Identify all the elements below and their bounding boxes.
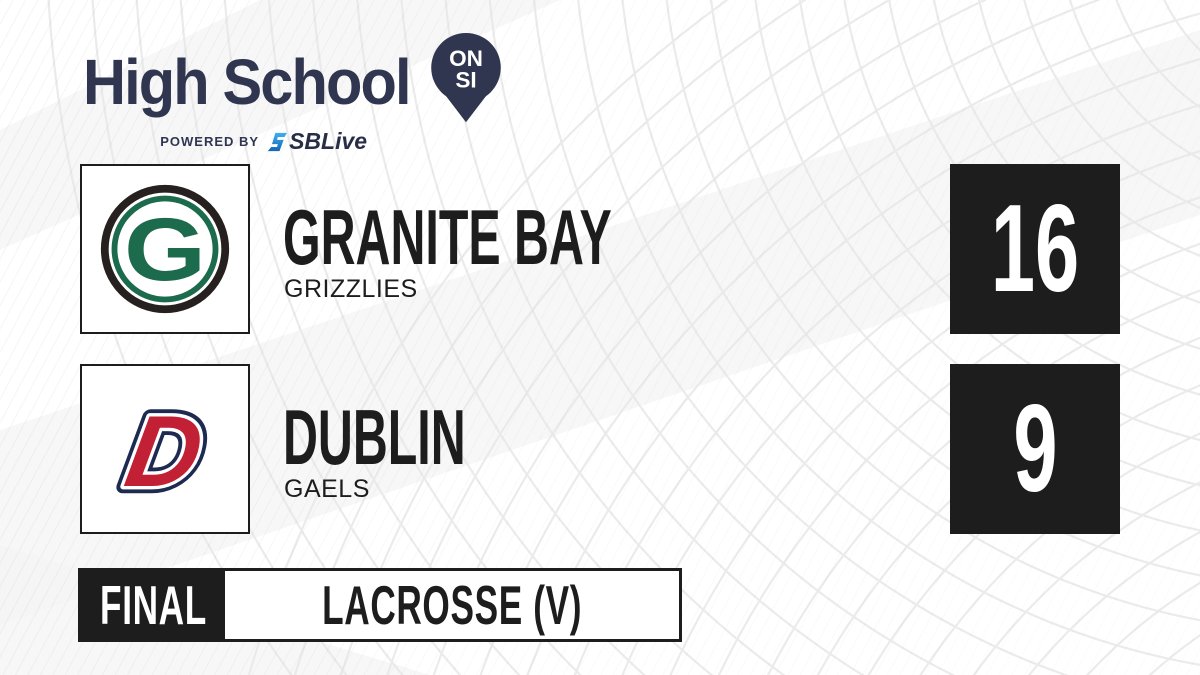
powered-by-label: POWERED BY <box>160 134 260 149</box>
pin-text-si: SI <box>456 67 477 92</box>
status-final-label: FINAL <box>99 573 207 636</box>
team-name-dublin: DUBLIN <box>283 393 466 481</box>
team-mascot-gaels: GAELS <box>284 475 370 503</box>
sblive-bolt-icon <box>267 132 288 151</box>
score-box-granite-bay: 16 <box>950 164 1120 334</box>
powered-by-row: POWERED BY SBLive <box>160 128 367 155</box>
pin-text-on: ON <box>449 46 483 71</box>
granite-bay-logo-letter: G <box>124 200 206 300</box>
score-box-dublin: 9 <box>950 364 1120 534</box>
team-name-granite-bay: GRANITE BAY <box>283 193 612 281</box>
team-logo-box-granite-bay: G <box>80 164 250 334</box>
score-granite-bay: 16 <box>990 180 1080 318</box>
team-mascot-grizzlies: GRIZZLIES <box>284 275 418 303</box>
dublin-logo: D D D <box>111 387 218 515</box>
dublin-logo-letter: D <box>118 395 211 508</box>
score-dublin: 9 <box>1012 380 1058 518</box>
team-logo-box-dublin: D D D <box>80 364 250 534</box>
brand-title: High School <box>83 46 412 118</box>
sport-label: LACROSSE (V) <box>322 573 583 636</box>
status-bar: FINAL LACROSSE (V) <box>78 568 683 642</box>
header-brand: High School ON SI POWERED BY <box>83 32 504 155</box>
sblive-wordmark: SBLive <box>289 128 368 154</box>
on-si-pin-icon: ON SI <box>431 32 502 123</box>
sport-box: LACROSSE (V) <box>225 571 680 639</box>
granite-bay-logo: G <box>100 184 230 314</box>
brand-row: High School ON SI <box>83 32 504 126</box>
sblive-logo: SBLive <box>267 128 367 155</box>
status-final-box: FINAL <box>81 571 225 639</box>
